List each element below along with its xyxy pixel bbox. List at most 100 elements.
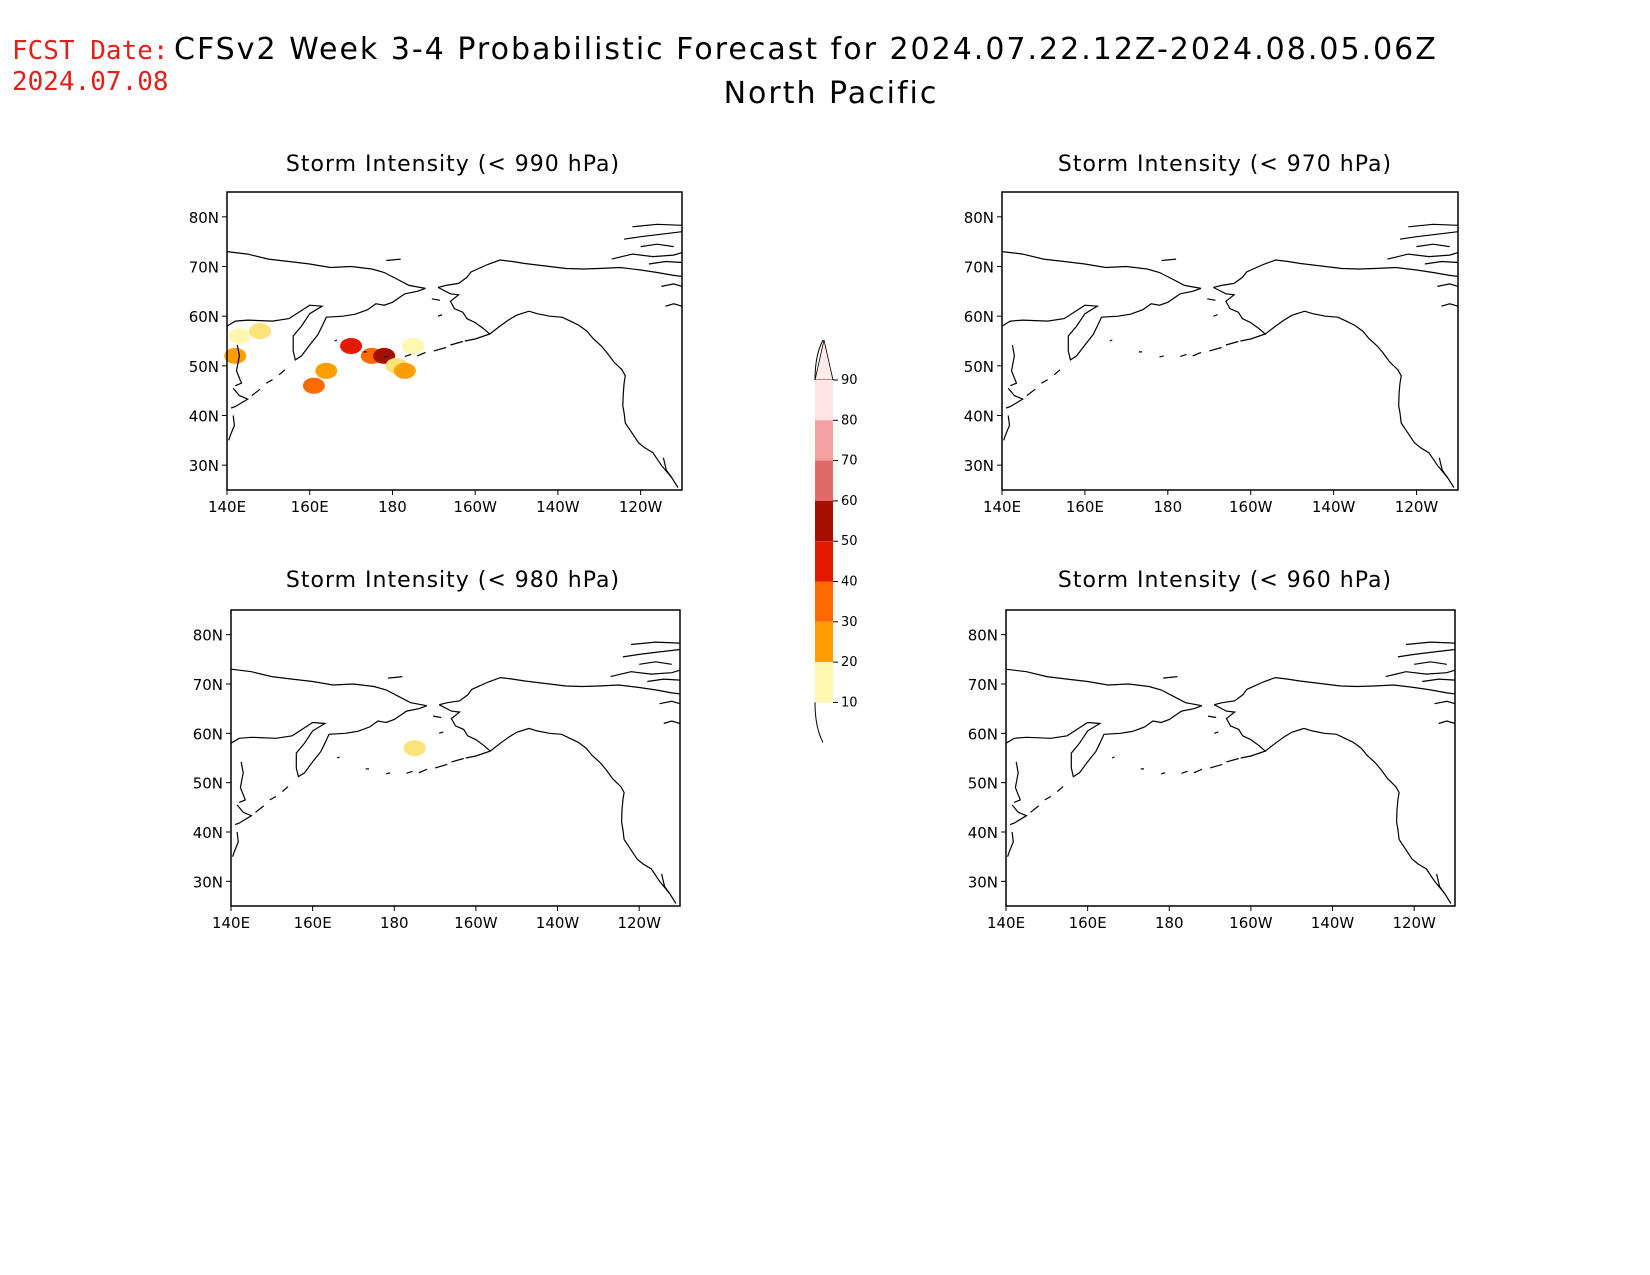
coastline-segment-17 [489,727,677,904]
coastline-segment-18 [1436,873,1446,895]
coastline-segment-17 [1264,727,1452,904]
probability-cell-4 [315,362,338,379]
coastline-segment-20 [624,231,683,240]
lat-label: 30N [189,457,219,475]
coastline-segment-24 [661,283,683,287]
lon-label: 180 [1155,914,1184,932]
coastline-segment-26 [431,298,441,301]
coastline-segment-15 [439,676,681,706]
colorbar-top-cap [814,339,834,381]
coastline-segment-24 [1434,700,1456,705]
forecast-date-block: FCST Date: 2024.07.08 [12,36,169,98]
probability-cell-10 [393,362,416,379]
coastline-segment-13 [434,763,448,769]
colorbar-label: 40 [841,575,858,590]
coastline-segment-21 [630,641,681,646]
coastline-segment-0 [1001,251,1202,289]
coastline-segment-8 [1111,756,1115,759]
panel-title-980: Storm Intensity (< 980 hPa) [285,568,621,593]
lat-label: 80N [968,627,998,645]
lon-label: 160E [1069,914,1107,932]
lat-label: 50N [964,358,994,376]
lat-label: 30N [193,873,223,891]
map-panel-970: 140E 160E 180 160W 140W 120W 80N 70N 60N 50N 40N 30… [964,191,1459,516]
coastline-segment-15 [1213,259,1459,288]
coastline-segment-2 [1010,344,1018,387]
map-panel-990: 140E 160E 180 160W 140W 120W 80N 70N 60N 50N 40N 30… [189,191,683,516]
lon-label: 160W [1229,498,1273,516]
coastline-segment-16 [1213,704,1267,759]
coastline-segment-26 [1207,298,1216,301]
coastline-segment-7 [282,786,289,792]
colorbar-segment-6 [815,621,833,663]
coastline-segment-10 [384,355,389,358]
coastline-segment-25 [665,303,683,307]
coastline-segment-0 [1005,668,1203,707]
lon-label: 120W [1392,914,1436,932]
coastline-segment-13 [1209,763,1223,769]
lon-label: 140W [536,498,580,516]
map-panel-960: 140E 160E 180 160W 140W 120W 80N 70N 60N 50N 40N 30… [968,609,1456,932]
coastline-segment-13 [1209,346,1222,352]
coastline-segment-21 [632,223,683,228]
colorbar-top-line [814,339,824,381]
probability-cell-0 [228,328,251,345]
colorbar-segment-2 [815,460,833,501]
coastline-segment-20 [622,648,681,658]
coastline-segment-1 [1001,287,1202,361]
colorbar-segment-1 [815,420,833,461]
coastline-segment-19 [1385,669,1456,678]
lat-label: 50N [189,358,219,376]
page-title: CFSv2 Week 3-4 Probabilistic Forecast fo… [174,32,1438,67]
coastline-segment-27 [1213,314,1218,317]
lat-label: 70N [968,676,998,694]
coastline-segment-17 [1264,310,1455,488]
coastline-segment-6 [1041,379,1048,384]
lon-label: 160E [294,914,332,932]
coastline-segment-19 [610,669,681,678]
coastline-segment-1 [1005,705,1203,778]
map-frame [226,191,683,491]
coastline-segment-4 [232,831,239,857]
coastline-segment-8 [336,756,340,759]
lat-label: 60N [193,725,223,743]
coastline-segment-7 [1057,786,1064,792]
colorbar-label: 20 [841,655,858,670]
coastline-segment-19 [611,252,683,260]
coastline-segment-20 [1397,648,1456,658]
lat-label: 60N [189,308,219,326]
coastline-segment-25 [1438,720,1456,725]
lat-label: 70N [189,259,219,277]
lat-label: 40N [189,408,219,426]
lon-label: 140W [536,914,580,932]
coastline-segment-2 [238,761,247,803]
lat-label: 30N [964,457,994,475]
probability-cell-2 [224,347,247,364]
coastline-segment-10 [1160,772,1166,775]
coastline-segment-5 [251,388,261,397]
lon-label: 160E [1066,498,1104,516]
lat-label: 80N [964,209,994,227]
coastline-segment-18 [661,873,671,895]
coastline-segment-12 [1192,351,1202,357]
coastline-segment-22 [1416,243,1450,248]
lon-label: 180 [1153,498,1182,516]
coastline-segment-18 [662,457,673,478]
coastline-segment-25 [1441,303,1459,307]
coastline-segment-1 [230,705,428,778]
coastline-segment-27 [439,731,444,734]
coastlines [1005,641,1456,904]
coastline-segment-3 [1005,387,1025,409]
coastline-segment-7 [278,369,286,376]
coastline-segment-23 [647,678,681,683]
coastline-segment-27 [437,314,443,317]
fcst-date-label: FCST Date: [12,36,169,66]
coastline-segment-12 [418,768,428,774]
colorbar-label: 90 [841,373,858,388]
coastline-segment-14 [1225,340,1239,346]
coastline-segment-14 [451,757,464,763]
coastline-segment-16 [1213,286,1267,342]
coastline-segment-17 [489,310,679,488]
coastline-segment-4 [1007,831,1014,857]
coastline-segment-15 [437,259,683,288]
